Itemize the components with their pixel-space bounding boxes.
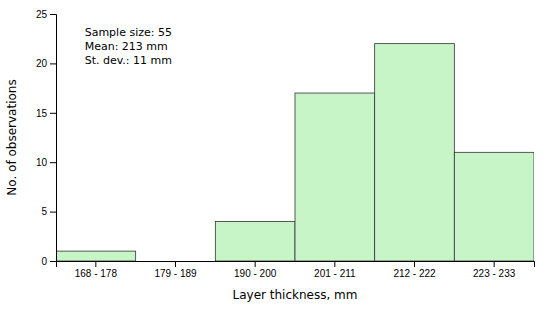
tick-mark bbox=[50, 63, 56, 64]
tick: 10 bbox=[36, 157, 56, 168]
tick-label: 168 - 178 bbox=[75, 268, 118, 279]
tick: 20 bbox=[36, 58, 56, 69]
tick-mark bbox=[175, 261, 176, 267]
tick-label: 190 - 200 bbox=[234, 268, 277, 279]
tick-label: 201 - 211 bbox=[314, 268, 356, 279]
tick: 190 - 200 bbox=[234, 261, 277, 279]
tick-label: 25 bbox=[36, 9, 48, 20]
tick-mark bbox=[50, 212, 56, 213]
x-axis: 168 - 178 179 - 189 190 - 200 201 - 211 212 … bbox=[57, 261, 535, 279]
tick-mark bbox=[334, 261, 335, 267]
bar bbox=[56, 251, 136, 261]
bar bbox=[136, 261, 216, 262]
y-axis-title: No. of observations bbox=[5, 79, 19, 195]
annotation-line: St. dev.: 11 mm bbox=[85, 54, 172, 67]
tick-label: 0 bbox=[41, 256, 47, 267]
tick-mark bbox=[50, 113, 56, 114]
tick-mark bbox=[50, 14, 56, 15]
bar bbox=[375, 44, 455, 261]
tick: 212 - 222 bbox=[393, 261, 436, 279]
tick-label: 10 bbox=[36, 157, 48, 168]
tick-label: 179 - 189 bbox=[154, 268, 197, 279]
tick-label: 223 - 233 bbox=[473, 268, 516, 279]
tick-label: 20 bbox=[36, 58, 48, 69]
tick: 5 bbox=[41, 206, 56, 217]
tick-label: 15 bbox=[36, 108, 48, 119]
tick-mark bbox=[50, 261, 56, 262]
tick-mark bbox=[50, 162, 56, 163]
x-axis-title: Layer thickness, mm bbox=[233, 288, 358, 302]
tick: 15 bbox=[36, 108, 56, 119]
tick: 223 - 233 bbox=[473, 261, 516, 279]
bar bbox=[454, 152, 534, 261]
bar bbox=[295, 93, 375, 261]
tick-label: 5 bbox=[41, 206, 47, 217]
tick: 0 bbox=[41, 256, 56, 267]
axis-line bbox=[50, 15, 57, 262]
annotation-line: Mean: 213 mm bbox=[85, 40, 168, 53]
tick-label: 212 - 222 bbox=[393, 268, 436, 279]
tick-mark bbox=[414, 261, 415, 267]
tick: 25 bbox=[36, 9, 56, 20]
annotation: Sample size: 55Mean: 213 mmSt. dev.: 11 … bbox=[85, 26, 172, 67]
bar bbox=[215, 221, 295, 261]
annotation-line: Sample size: 55 bbox=[85, 26, 172, 39]
chart: 168 - 178 179 - 189 190 - 200 201 - 211 212 … bbox=[0, 0, 550, 309]
tick-mark bbox=[494, 261, 495, 267]
tick-mark bbox=[255, 261, 256, 267]
axis-line bbox=[57, 262, 535, 268]
plot: 168 - 178 179 - 189 190 - 200 201 - 211 212 … bbox=[36, 9, 535, 279]
bars bbox=[56, 44, 534, 261]
y-axis: 0 5 10 15 20 25 bbox=[36, 9, 57, 267]
tick-mark bbox=[95, 261, 96, 267]
tick: 179 - 189 bbox=[154, 261, 197, 279]
tick: 201 - 211 bbox=[314, 261, 356, 279]
tick: 168 - 178 bbox=[75, 261, 118, 279]
